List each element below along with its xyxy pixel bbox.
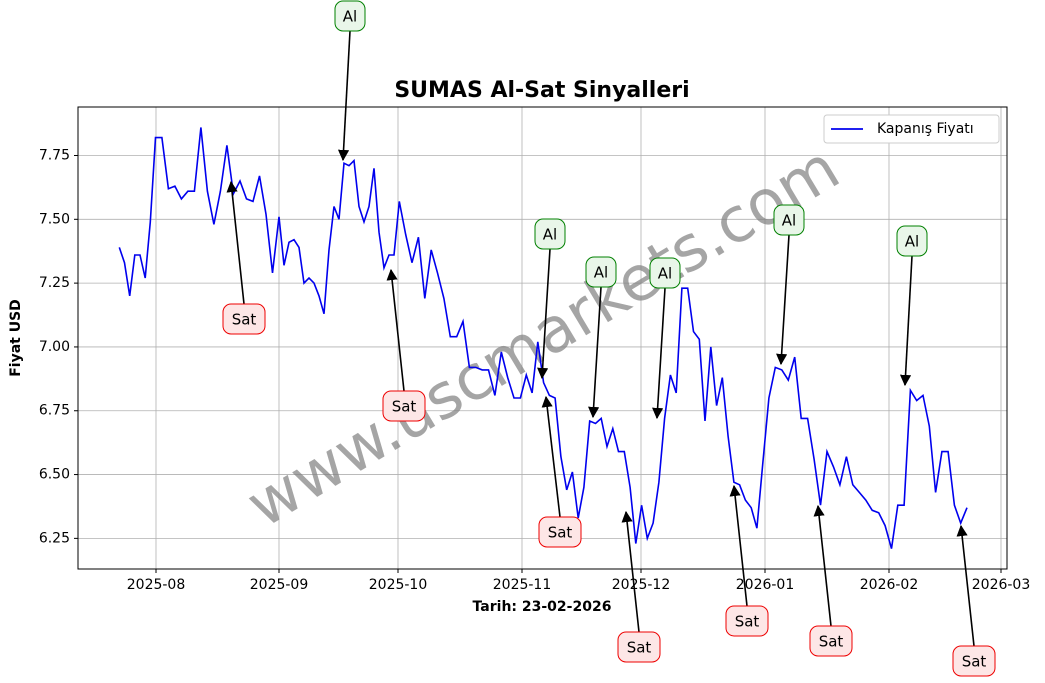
legend: Kapanış Fiyatı — [823, 114, 1000, 144]
signal-arrow — [652, 287, 666, 420]
signal-arrow — [899, 255, 913, 387]
signal-arrow — [337, 30, 351, 162]
signal-label: Al — [594, 264, 608, 282]
signal-box — [534, 218, 566, 250]
x-tick-label: 2026-01 — [736, 577, 795, 593]
watermark: www.uscmarkets.com — [234, 131, 851, 542]
signal-arrow — [729, 484, 748, 607]
signal-label: Sat — [962, 653, 987, 671]
x-tick-label: 2025-09 — [250, 577, 309, 593]
axes-frame — [77, 106, 1008, 570]
y-tick-label: 6.75 — [39, 403, 70, 419]
signal-label: Sat — [819, 633, 844, 651]
x-tick-label: 2025-11 — [493, 577, 552, 593]
signal-arrow — [588, 286, 602, 419]
signal-label: Al — [343, 8, 357, 26]
x-tick-label: 2025-10 — [369, 577, 428, 593]
signal-label: Sat — [735, 613, 760, 631]
signal-box — [617, 631, 661, 663]
signal-box — [773, 204, 805, 236]
signal-arrow — [956, 524, 975, 647]
signal-box — [334, 0, 366, 32]
y-tick-label: 7.50 — [39, 211, 70, 227]
signal-arrow — [226, 180, 245, 305]
signal-arrow — [386, 268, 405, 392]
chart-title: SUMAS Al-Sat Sinyalleri — [394, 78, 689, 103]
y-axis-label: Fiyat USD — [8, 299, 24, 377]
legend-label: Kapanış Fiyatı — [877, 121, 974, 137]
signal-arrow — [537, 248, 551, 380]
signal-box — [585, 256, 617, 288]
signal-label: Al — [658, 265, 672, 283]
x-tick-label: 2026-02 — [860, 577, 919, 593]
signal-box — [222, 303, 266, 335]
signal-label: Al — [905, 233, 919, 251]
signal-label: Al — [543, 226, 557, 244]
x-tick-label: 2025-12 — [612, 577, 671, 593]
y-tick-label: 7.00 — [39, 339, 70, 355]
signal-label: Al — [782, 212, 796, 230]
signal-box — [538, 516, 582, 548]
signal-box — [725, 605, 769, 637]
y-tick-label: 6.25 — [39, 530, 70, 546]
y-tick-label: 7.75 — [39, 147, 70, 163]
signal-label: Sat — [627, 639, 652, 657]
price-line — [118, 127, 968, 549]
x-tick-label: 2026-03 — [972, 577, 1031, 593]
signal-box — [896, 225, 928, 257]
legend-box — [823, 114, 1000, 144]
signal-box — [382, 390, 426, 422]
y-tick-label: 6.50 — [39, 467, 70, 483]
signal-arrow — [776, 234, 790, 366]
signal-arrow — [541, 395, 561, 518]
signal-label: Sat — [232, 311, 257, 329]
x-axis-label: Tarih: 23-02-2026 — [473, 599, 612, 615]
signal-box — [809, 625, 853, 657]
signal-label: Sat — [548, 524, 573, 542]
signal-arrow — [813, 504, 832, 627]
signal-label: Sat — [392, 398, 417, 416]
signal-arrow — [621, 510, 640, 633]
y-tick-label: 7.25 — [39, 275, 70, 291]
signal-box — [649, 257, 681, 289]
signal-box — [952, 645, 996, 677]
x-tick-label: 2025-08 — [127, 577, 186, 593]
